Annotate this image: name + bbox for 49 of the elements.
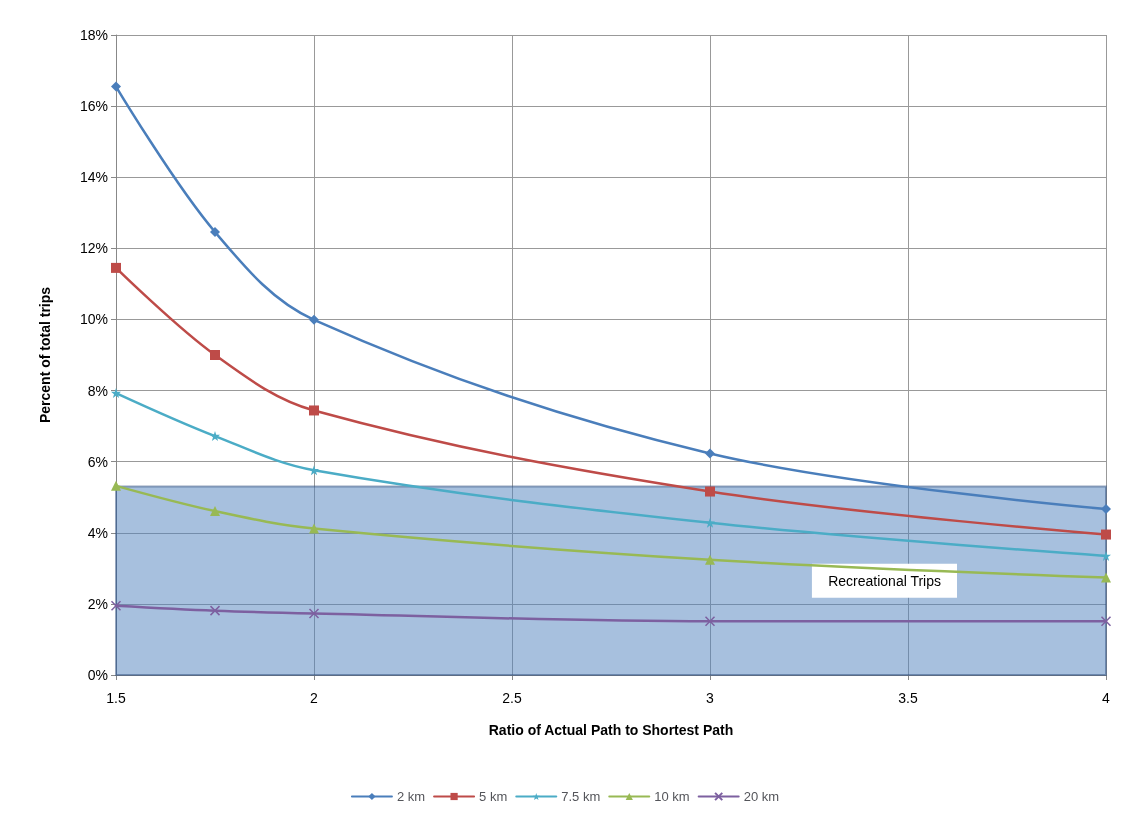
- point: [705, 517, 715, 528]
- point: [309, 523, 319, 534]
- point: [111, 388, 121, 399]
- point: [1101, 529, 1111, 540]
- x-tick-label: 3.5: [898, 690, 918, 706]
- point: [705, 448, 715, 459]
- legend-label: 2 km: [396, 789, 426, 804]
- point: [1101, 550, 1111, 561]
- y-tick-label: 10%: [79, 311, 108, 328]
- point: [308, 608, 320, 619]
- y-tick-label: 6%: [87, 453, 108, 470]
- point: [210, 350, 220, 360]
- y-tick-label: 0%: [87, 667, 108, 683]
- y-tick-label: 8%: [87, 382, 108, 399]
- legend-label: 10 km: [654, 789, 690, 804]
- point: [110, 600, 122, 611]
- point: [1101, 503, 1111, 514]
- legend-label: 7.5 km: [561, 789, 601, 804]
- point: [309, 314, 319, 325]
- y-tick-label: 16%: [79, 98, 108, 115]
- x-tick-label: 2.5: [502, 690, 522, 706]
- y-tick-label: 18%: [79, 27, 108, 43]
- legend-label: 5 km: [479, 789, 508, 804]
- point: [111, 480, 121, 491]
- y-axis-title: Percent of total trips: [37, 286, 53, 424]
- point: [210, 431, 220, 442]
- point: [210, 506, 220, 517]
- x-axis-title: Ratio of Actual Path to Shortest Path: [488, 722, 734, 738]
- point: [1101, 572, 1111, 583]
- band-label: Recreational Trips: [828, 572, 941, 589]
- legend-label: 20 km: [743, 789, 780, 804]
- y-tick-label: 4%: [87, 524, 108, 541]
- point: [309, 405, 319, 416]
- point: [210, 226, 220, 237]
- x-tick-label: 1.5: [106, 690, 126, 706]
- point: [1100, 616, 1112, 627]
- point: [111, 262, 121, 273]
- x-tick-label: 3: [706, 690, 715, 706]
- y-tick-label: 12%: [79, 240, 108, 257]
- x-tick-label: 4: [1102, 690, 1111, 706]
- x-tick-label: 2: [310, 690, 319, 706]
- point: [705, 486, 715, 497]
- point: [111, 81, 121, 92]
- point: [309, 465, 319, 476]
- y-tick-label: 14%: [79, 169, 108, 186]
- point: [705, 554, 715, 565]
- point: [704, 616, 716, 627]
- y-tick-label: 2%: [87, 595, 108, 612]
- point: [209, 605, 221, 616]
